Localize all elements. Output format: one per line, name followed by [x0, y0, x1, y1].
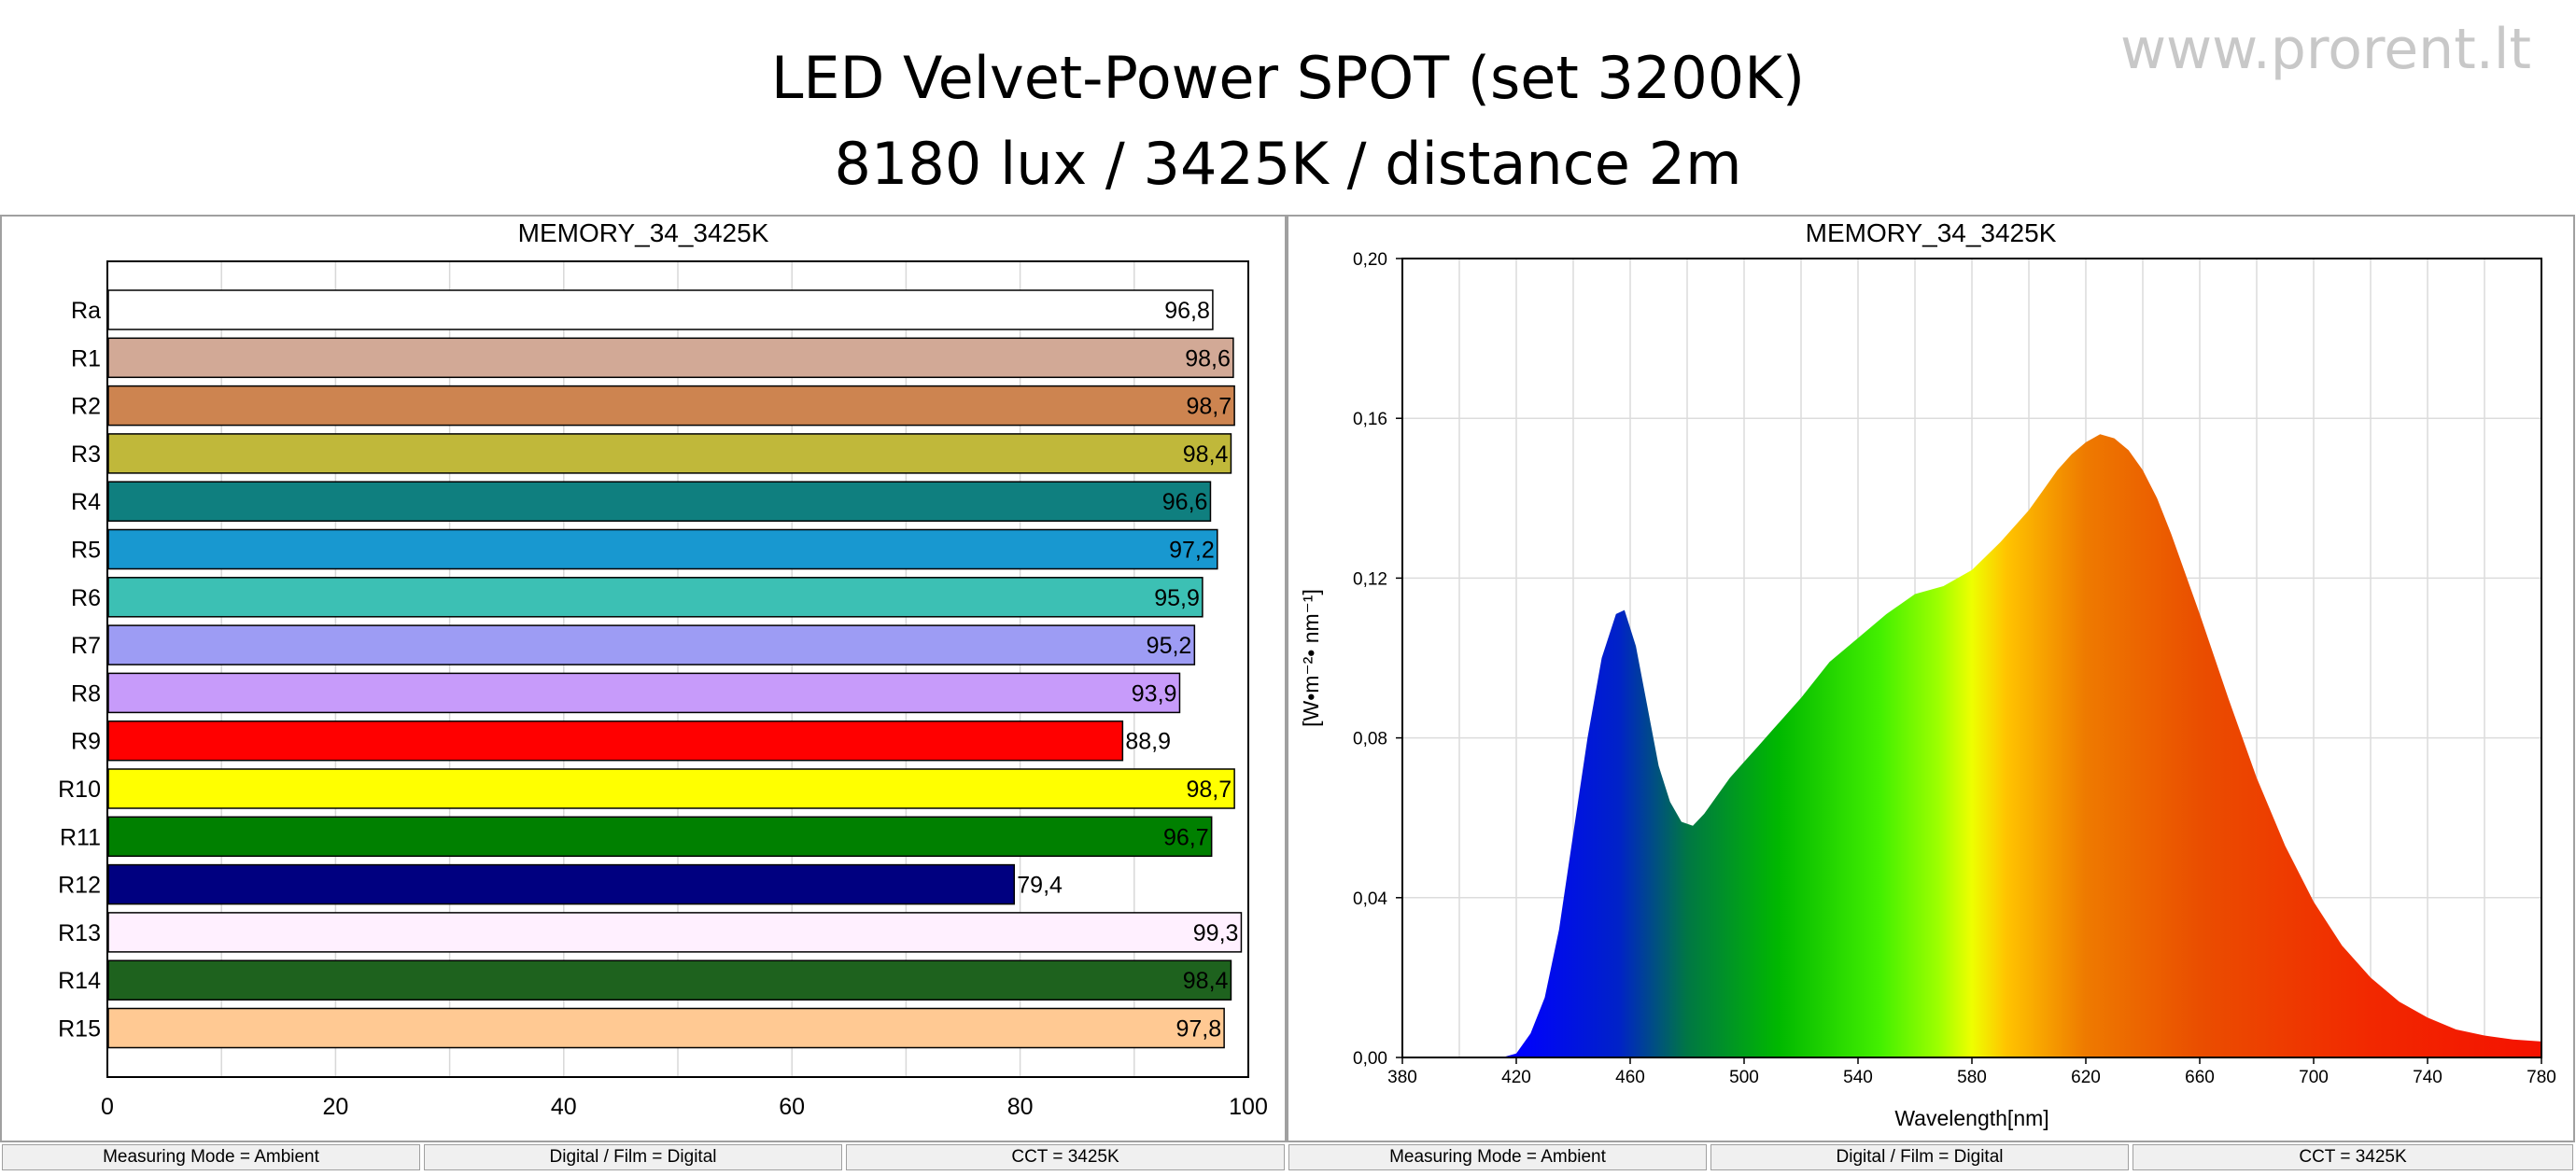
cri-bar [107, 528, 1218, 570]
spectrum-chart-title: MEMORY_34_3425K [1806, 218, 2057, 247]
cri-category-label: R4 [71, 489, 101, 515]
cri-bar [107, 289, 1214, 330]
cri-bar [107, 624, 1196, 665]
cri-value-label: 88,9 [1125, 729, 1171, 755]
status-measuring-mode: Measuring Mode = Ambient [2, 1144, 420, 1170]
status-bar-left: Measuring Mode = Ambient Digital / Film … [2, 1144, 1285, 1170]
spectrum-y-tick-label: 0,00 [1353, 1049, 1387, 1069]
cri-x-tick-label: 100 [1229, 1094, 1268, 1120]
cri-value-label: 97,8 [1175, 1016, 1221, 1043]
cri-category-label: R5 [71, 538, 101, 564]
page-title: LED Velvet-Power SPOT (set 3200K) 8180 l… [0, 35, 2576, 207]
cri-bar [107, 481, 1212, 522]
cri-category-label: R1 [71, 345, 101, 371]
cri-value-label: 98,7 [1186, 777, 1232, 803]
spectrum-x-tick-label: 700 [2299, 1068, 2329, 1087]
spectrum-ticks: 380 420 460 500 540 580 620 660 700 740 780 0,00 0,0… [1353, 250, 2556, 1087]
spectrum-x-tick-label: 540 [1843, 1068, 1873, 1087]
cri-category-label: R14 [58, 968, 101, 994]
cri-value-label: 98,4 [1183, 968, 1229, 994]
cri-bar [107, 577, 1204, 618]
cri-category-label: R13 [58, 920, 101, 946]
cri-value-label: 95,2 [1147, 633, 1192, 659]
status-cct: CCT = 3425K [2133, 1144, 2573, 1170]
cri-x-tick-label: 60 [779, 1094, 805, 1120]
status-digital-film: Digital / Film = Digital [424, 1144, 842, 1170]
status-digital-film: Digital / Film = Digital [1710, 1144, 2129, 1170]
cri-category-label: R12 [58, 873, 101, 899]
spectrum-x-axis-label: Wavelength[nm] [1894, 1106, 2048, 1130]
spectrum-x-tick-label: 580 [1957, 1068, 1987, 1087]
title-line-1: LED Velvet-Power SPOT (set 3200K) [770, 44, 1806, 112]
spectrum-x-tick-label: 660 [2185, 1068, 2215, 1087]
cri-value-label: 95,9 [1154, 585, 1200, 611]
status-measuring-mode: Measuring Mode = Ambient [1288, 1144, 1707, 1170]
cri-bar [107, 816, 1213, 858]
spectrum-x-tick-label: 500 [1729, 1068, 1759, 1087]
cri-value-label: 96,6 [1162, 489, 1208, 515]
cri-value-label: 93,9 [1132, 680, 1177, 707]
cri-x-tick-label: 80 [1007, 1094, 1034, 1120]
cri-value-label: 98,7 [1186, 394, 1232, 420]
status-cct: CCT = 3425K [846, 1144, 1285, 1170]
cri-chart-title: MEMORY_34_3425K [518, 218, 769, 247]
cri-bars: Ra 96,8 R1 98,6 R2 98,7 R3 98,4 R4 96,6 R5 97,2 R6 95… [58, 289, 1243, 1049]
cri-category-label: R7 [71, 633, 101, 659]
cri-category-label: R15 [58, 1016, 101, 1043]
cri-panel: MEMORY_34_3425K Ra 96,8 R1 98,6 R2 98,7 R3 98,4… [0, 215, 1287, 1142]
cri-category-label: R8 [71, 680, 101, 707]
spectrum-x-tick-label: 380 [1387, 1068, 1417, 1087]
spectrum-curve [1487, 434, 2541, 1057]
spectrum-x-tick-label: 740 [2413, 1068, 2442, 1087]
spectrum-x-tick-label: 460 [1615, 1068, 1645, 1087]
cri-value-label: 96,7 [1163, 824, 1209, 850]
cri-value-label: 98,6 [1185, 345, 1231, 371]
spectrum-y-tick-label: 0,04 [1353, 889, 1387, 909]
cri-value-label: 97,2 [1169, 538, 1215, 564]
cri-bar [107, 672, 1181, 714]
cri-category-label: R6 [71, 585, 101, 611]
cri-bar [107, 912, 1243, 953]
spectrum-y-tick-label: 0,12 [1353, 569, 1387, 589]
cri-bar [107, 959, 1232, 1001]
cri-category-label: R10 [58, 777, 101, 803]
cri-plot-frame [106, 260, 1249, 1078]
title-line-2: 8180 lux / 3425K / distance 2m [834, 130, 1742, 198]
cri-bar [107, 433, 1232, 474]
spectrum-panel: MEMORY_34_3425K 380 420 460 500 540 580 620 660… [1287, 215, 2575, 1142]
cri-value-label: 79,4 [1017, 873, 1063, 899]
cri-bar [107, 768, 1235, 809]
spectrum-y-axis-label: [W•m⁻²• nm⁻¹] [1299, 589, 1323, 727]
spectrum-y-tick-label: 0,16 [1353, 410, 1387, 429]
cri-x-tick-label: 0 [101, 1094, 114, 1120]
cri-category-label: Ra [71, 298, 101, 324]
cri-value-label: 99,3 [1193, 920, 1239, 946]
cri-x-ticks: 0 20 40 60 80 100 [101, 1094, 1268, 1120]
status-bar-right: Measuring Mode = Ambient Digital / Film … [1288, 1144, 2573, 1170]
cri-category-label: R3 [71, 441, 101, 468]
spectrum-x-tick-label: 780 [2527, 1068, 2556, 1087]
spectrum-y-tick-label: 0,08 [1353, 730, 1387, 749]
cri-bar [107, 385, 1235, 427]
cri-bar [107, 720, 1124, 762]
cri-bar [107, 1007, 1225, 1049]
cri-x-tick-label: 40 [551, 1094, 577, 1120]
cri-bar [107, 863, 1016, 905]
cri-category-label: R11 [60, 824, 101, 850]
cri-x-tick-label: 20 [322, 1094, 348, 1120]
cri-bar [107, 337, 1234, 379]
spectrum-y-tick-label: 0,20 [1353, 250, 1387, 270]
spectrum-x-tick-label: 620 [2071, 1068, 2101, 1087]
spectrum-x-tick-label: 420 [1501, 1068, 1531, 1087]
cri-value-label: 98,4 [1183, 441, 1229, 468]
cri-category-label: R2 [71, 394, 101, 420]
watermark: www.prorent.lt [2119, 17, 2531, 82]
cri-category-label: R9 [71, 729, 101, 755]
cri-value-label: 96,8 [1164, 298, 1210, 324]
